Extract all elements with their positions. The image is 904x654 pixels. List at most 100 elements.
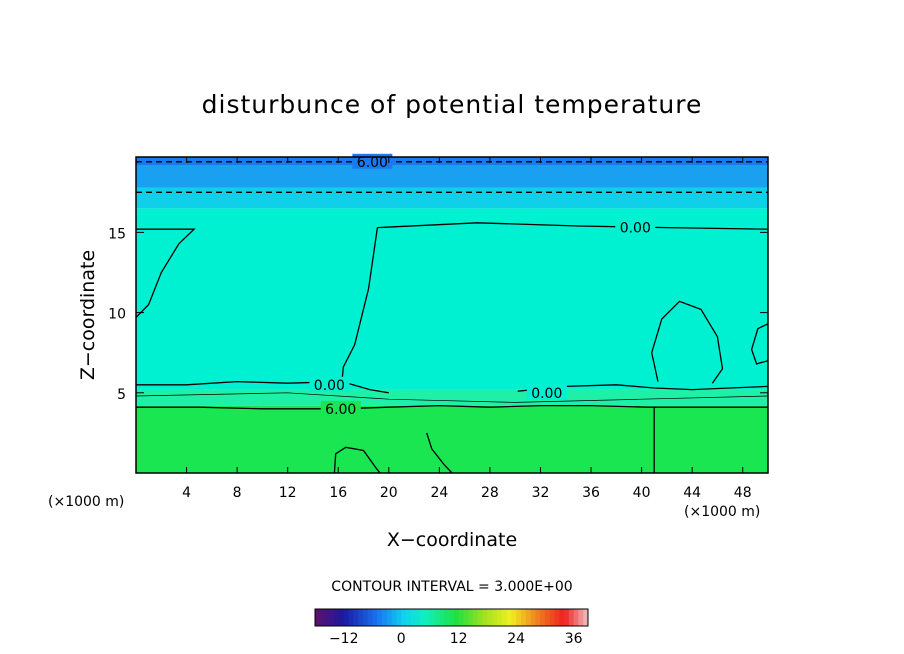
colorbar-cell-44	[525, 609, 531, 626]
colorbar-cell-50	[554, 609, 560, 626]
colorbar-cell-29	[453, 609, 460, 626]
colorbar-cell-33	[473, 609, 479, 626]
colorbar-tick-label-4: 36	[565, 631, 583, 647]
colorbar-cell-22	[420, 609, 426, 626]
contour-zero-bump	[651, 300, 724, 384]
colorbar-cell-3	[329, 609, 335, 626]
contour-label-4: 6.00	[325, 402, 356, 418]
colorbar-frame	[314, 608, 589, 627]
colorbar-cell-36	[487, 609, 493, 626]
colorbar-cell-35	[482, 609, 488, 626]
contour-zero-right-edge	[750, 323, 769, 365]
x-tick-label-1: 8	[233, 485, 242, 501]
y-tick-label-2: 15	[108, 226, 126, 242]
colorbar-cell-20	[410, 609, 416, 626]
colorbar-cell-19	[406, 609, 412, 626]
field-layer-5	[136, 157, 768, 166]
colorbar-cell-53	[568, 609, 575, 626]
colorbar-cell-40	[506, 609, 512, 626]
field-layer-0	[136, 405, 768, 473]
x-axis-label: X−coordinate	[387, 529, 517, 551]
x-tick-label-11: 48	[734, 485, 752, 501]
field-layers	[136, 157, 768, 473]
contour-zero-left-top	[135, 228, 196, 318]
colorbar-cell-27	[444, 609, 450, 626]
y-axis-label: Z−coordinate	[77, 250, 99, 380]
field-layer-2	[136, 208, 768, 390]
colorbar-cell-31	[463, 609, 469, 626]
colorbar-ticks: −12 0 12 24 36	[329, 631, 583, 647]
colorbar-cell-49	[549, 609, 555, 626]
colorbar-cell-18	[401, 609, 407, 626]
colorbar-tick-label-1: 0	[397, 631, 406, 647]
contour-zero-low-left	[136, 380, 389, 394]
contour-six-low	[136, 404, 768, 410]
colorbar-cell-45	[530, 609, 536, 626]
colorbar-cell-10	[362, 609, 369, 626]
colorbar-cell-54	[573, 609, 579, 626]
colorbar-cell-51	[559, 609, 565, 626]
colorbar-cell-46	[535, 609, 541, 626]
colorbar	[314, 608, 589, 627]
contour-interval: CONTOUR INTERVAL = 3.000E+00	[331, 579, 572, 595]
colorbar-cell-1	[319, 609, 325, 626]
colorbar-cell-25	[434, 609, 440, 626]
field-layer-1	[136, 389, 768, 406]
x-tick-label-4: 20	[380, 485, 398, 501]
colorbar-cell-23	[425, 609, 431, 626]
colorbar-cell-55	[578, 609, 584, 626]
contour-zero-upper	[377, 222, 769, 230]
y-axis-ticks: 5 10 15	[108, 226, 768, 403]
colorbar-cell-13	[377, 609, 383, 626]
x-tick-label-6: 28	[481, 485, 499, 501]
colorbar-cell-14	[382, 609, 388, 626]
colorbar-cell-21	[415, 609, 421, 626]
colorbar-cell-12	[372, 609, 378, 626]
colorbar-cell-26	[439, 609, 445, 626]
colorbar-cell-56	[583, 609, 589, 626]
contour-six-blob-b	[426, 432, 453, 474]
colorbar-cell-24	[429, 609, 436, 626]
colorbar-cell-32	[468, 609, 474, 626]
colorbar-cell-30	[458, 609, 464, 626]
x-tick-label-7: 32	[532, 485, 550, 501]
plot-area: 6.000.000.000.006.00 4 8 12 16 20 24 28 32 36 40 4…	[108, 153, 769, 501]
colorbar-cell-6	[343, 609, 349, 626]
field-layer-3	[136, 187, 768, 209]
colorbar-cell-9	[358, 609, 364, 626]
colorbar-cell-34	[477, 609, 484, 626]
contour-label-0: 6.00	[357, 155, 388, 171]
contour-label-bg-3	[526, 384, 567, 400]
contour-six-blob-a	[333, 446, 381, 474]
y-tick-label-1: 10	[108, 307, 126, 323]
chart-title: disturbunce of potential temperature	[202, 90, 703, 119]
colorbar-cell-4	[334, 609, 340, 626]
y-tick-label-0: 5	[117, 387, 126, 403]
colorbar-tick-label-3: 24	[507, 631, 525, 647]
colorbar-cell-42	[516, 609, 522, 626]
contour-label-bg-2	[309, 376, 350, 392]
x-tick-label-9: 40	[633, 485, 651, 501]
contour-zero-divider	[341, 227, 379, 382]
colorbar-cell-16	[391, 609, 397, 626]
colorbar-cell-43	[520, 609, 527, 626]
colorbar-cell-2	[324, 609, 330, 626]
contour-label-3: 0.00	[531, 386, 562, 402]
colorbar-cell-48	[544, 609, 551, 626]
colorbar-cell-15	[386, 609, 393, 626]
field-layer-4	[136, 165, 768, 188]
colorbar-cell-5	[338, 609, 345, 626]
x-tick-label-8: 36	[582, 485, 600, 501]
colorbar-cell-8	[353, 609, 359, 626]
colorbar-cell-41	[511, 609, 517, 626]
x-unit-right: (×1000 m)	[684, 504, 760, 520]
colorbar-cell-17	[396, 609, 402, 626]
contour-label-bg-4	[320, 400, 361, 416]
contour-label-bg-1	[615, 219, 656, 235]
colorbar-tick-label-0: −12	[329, 631, 359, 647]
x-axis-ticks: 4 8 12 16 20 24 28 32 36 40 44 48	[182, 157, 752, 501]
colorbar-cell-28	[449, 609, 455, 626]
x-tick-label-3: 16	[329, 485, 347, 501]
x-tick-label-5: 24	[430, 485, 448, 501]
